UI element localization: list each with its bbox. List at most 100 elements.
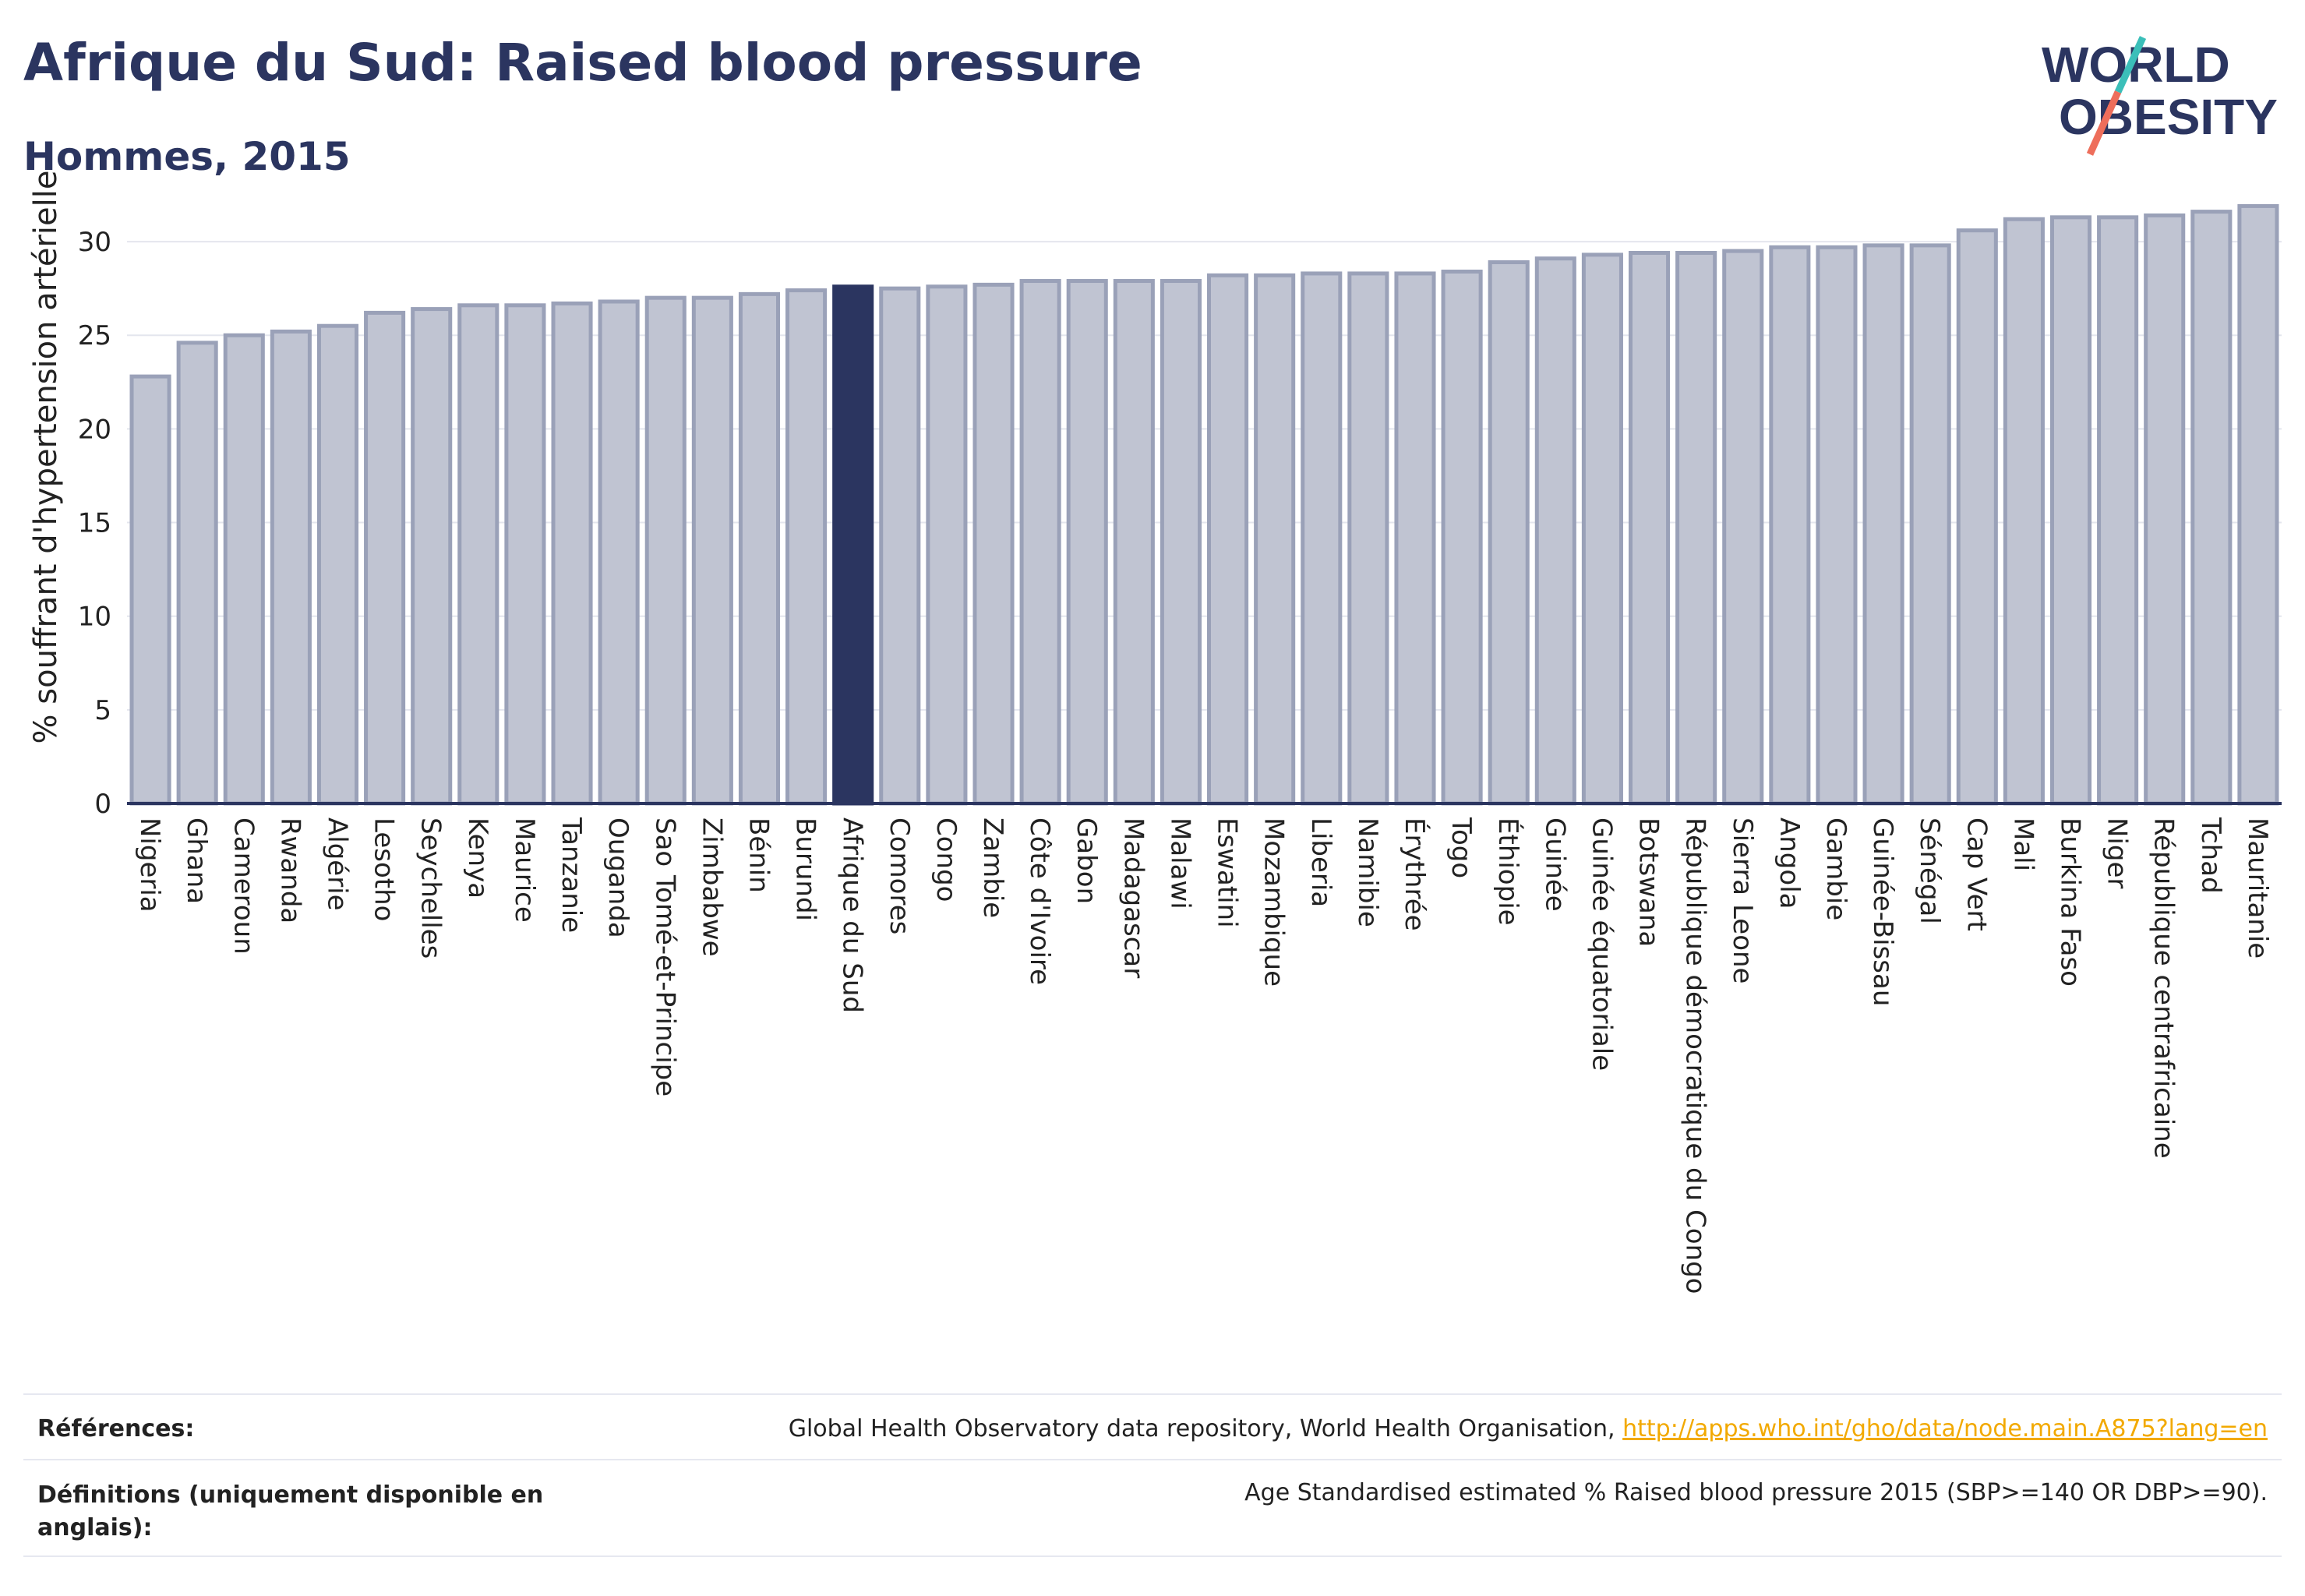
bar[interactable] [1534,256,1576,806]
bar[interactable] [1488,260,1530,806]
bar[interactable] [411,307,453,806]
bar[interactable] [1113,279,1155,806]
bar[interactable] [2097,215,2139,806]
x-tick-label: Burundi [790,817,821,921]
bar[interactable] [1066,279,1108,806]
bar[interactable] [1909,243,1951,806]
x-tick-label: Gabon [1071,817,1102,904]
bar[interactable] [691,295,733,806]
bar[interactable] [316,323,359,806]
bar[interactable] [2003,217,2045,806]
bar[interactable] [1675,250,1717,806]
x-tick-label: Namibie [1352,817,1383,927]
x-tick-label: Liberia [1305,817,1336,907]
x-tick-label: Togo [1445,817,1477,878]
x-tick-label: Érythrée [1399,817,1431,931]
x-tick-label: Nigeria [134,817,165,913]
chart-title: Afrique du Sud: Raised blood pressure [23,33,1142,93]
bar[interactable] [364,310,406,806]
references-label: Références: [37,1415,195,1442]
x-tick-label: Côte d'Ivoire [1024,817,1055,985]
y-tick-label: 0 [94,789,111,820]
x-tick-label: Cap Vert [1961,817,1992,931]
logo-slash-coral [2086,90,2122,156]
y-tick-label: 5 [94,695,111,726]
bar[interactable] [972,282,1015,806]
x-tick-label: Mali [2007,817,2038,871]
definitions-label: Définitions (uniquement disponible en an… [37,1481,544,1541]
bar[interactable] [598,299,640,806]
bar-highlighted[interactable] [832,284,874,806]
bar[interactable] [2237,203,2279,806]
x-tick-label: Éthiopie [1492,817,1524,926]
x-tick-label: Zambie [977,817,1008,918]
bar[interactable] [457,303,499,806]
x-tick-label: Bénin [743,817,774,893]
x-tick-label: Guinée-Bissau [1867,817,1898,1006]
definitions-row: Définitions (uniquement disponible en an… [23,1473,2282,1559]
x-tick-label: Comores [884,817,915,934]
x-tick-label: Maurice [509,817,540,923]
x-tick-label: République centrafricaine [2148,817,2180,1159]
bar[interactable] [1581,252,1623,806]
bar[interactable] [1301,271,1343,806]
bar[interactable] [785,288,828,806]
x-tick-label: Malawi [1164,817,1195,909]
bar[interactable] [2190,210,2233,806]
x-tick-label: Congo [930,817,962,902]
bar[interactable] [270,329,312,806]
bars [129,203,2279,806]
x-tick-label: Ghana [181,817,212,904]
bar[interactable] [1394,271,1436,806]
bar[interactable] [644,295,687,806]
bar[interactable] [1956,228,1998,806]
bar[interactable] [738,291,781,806]
bar[interactable] [176,341,218,806]
bar[interactable] [1816,245,1858,806]
x-tick-label: Ouganda [602,817,634,938]
bar[interactable] [504,303,546,806]
footer-divider-top [23,1393,2282,1395]
bar[interactable] [2144,213,2186,806]
x-tick-label: Guinée équatoriale [1586,817,1617,1071]
x-tick-label: Angola [1774,817,1805,909]
bar[interactable] [1722,249,1764,806]
x-tick-label: Gambie [1820,817,1851,920]
bar[interactable] [223,333,265,806]
x-tick-label: Burkina Faso [2055,817,2086,987]
bar[interactable] [926,284,968,806]
x-tick-label: Lesotho [369,817,400,921]
bar[interactable] [1862,243,1904,806]
tick-labels: 0 5 10 15 20 25 30 Nigeria Ghana Cameroun Rwanda Al… [28,171,2273,1294]
x-tick-label: Seychelles [415,817,447,959]
x-tick-label: Guinée [1539,817,1570,912]
bar[interactable] [551,301,593,806]
bar[interactable] [1347,271,1389,806]
x-tick-label: Eswatini [1212,817,1243,928]
x-tick-label: Tanzanie [556,817,587,933]
chart-subtitle: Hommes, 2015 [23,134,351,179]
x-tick-label: Rwanda [274,817,305,923]
bar[interactable] [1019,279,1061,806]
x-tick-label: Afrique du Sud [837,817,868,1013]
references-row: Références: Global Health Observatory da… [23,1409,2282,1453]
y-tick-label: 15 [78,508,111,539]
bar[interactable] [2049,215,2092,806]
logo-slash-teal [2114,36,2147,94]
bar[interactable] [1207,273,1249,806]
bar[interactable] [1441,270,1483,806]
x-tick-label: Zimbabwe [696,817,727,957]
y-tick-label: 25 [78,320,111,351]
y-tick-label: 30 [78,227,111,258]
bar[interactable] [129,374,171,806]
bar[interactable] [1769,245,1811,806]
x-tick-label: Mozambique [1258,817,1290,987]
bar[interactable] [1628,250,1671,806]
bar[interactable] [1254,273,1296,806]
x-tick-label: Madagascar [1117,817,1149,978]
bar[interactable] [879,286,921,806]
references-link[interactable]: http://apps.who.int/gho/data/node.main.A… [1622,1415,2268,1442]
y-tick-label: 10 [78,602,111,633]
x-tick-label: République démocratique du Congo [1680,817,1711,1294]
bar[interactable] [1160,279,1202,806]
